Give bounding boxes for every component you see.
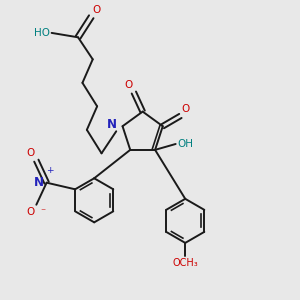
Text: +: + [46, 166, 53, 175]
Text: O: O [182, 104, 190, 115]
Text: OH: OH [177, 139, 193, 149]
Text: O: O [27, 207, 35, 217]
Text: O: O [93, 5, 101, 15]
Text: O: O [124, 80, 132, 90]
Text: N: N [107, 118, 117, 131]
Text: O: O [27, 148, 35, 158]
Text: ⁻: ⁻ [40, 207, 45, 217]
Text: N: N [34, 176, 44, 189]
Text: HO: HO [34, 28, 50, 38]
Text: OCH₃: OCH₃ [172, 259, 198, 269]
